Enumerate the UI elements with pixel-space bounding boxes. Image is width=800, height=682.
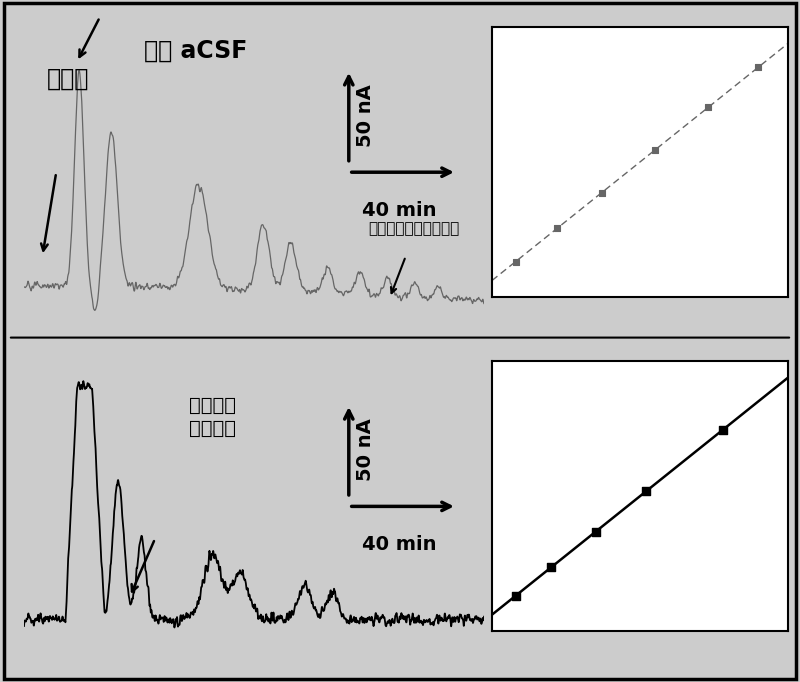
Point: [545, 562, 558, 573]
Text: 40 min: 40 min: [362, 535, 437, 554]
Point: [589, 527, 602, 537]
Text: 碳管修饰: 碳管修饰: [189, 396, 235, 415]
Text: 50 nA: 50 nA: [356, 85, 375, 147]
Point: [510, 256, 522, 267]
Point: [752, 61, 765, 72]
Point: [639, 486, 652, 497]
Point: [595, 188, 608, 198]
Point: [550, 223, 563, 234]
Text: 混合液: 混合液: [47, 66, 89, 91]
Text: 甲苯胺蓝修饰工作电极: 甲苯胺蓝修饰工作电极: [369, 221, 460, 236]
Text: 工作电极: 工作电极: [189, 419, 235, 438]
Point: [702, 102, 714, 113]
Point: [717, 424, 730, 435]
Point: [648, 145, 661, 155]
Text: 40 min: 40 min: [362, 201, 437, 220]
Text: 无镇 aCSF: 无镇 aCSF: [144, 39, 248, 63]
Text: 50 nA: 50 nA: [356, 419, 375, 481]
Point: [510, 590, 522, 601]
